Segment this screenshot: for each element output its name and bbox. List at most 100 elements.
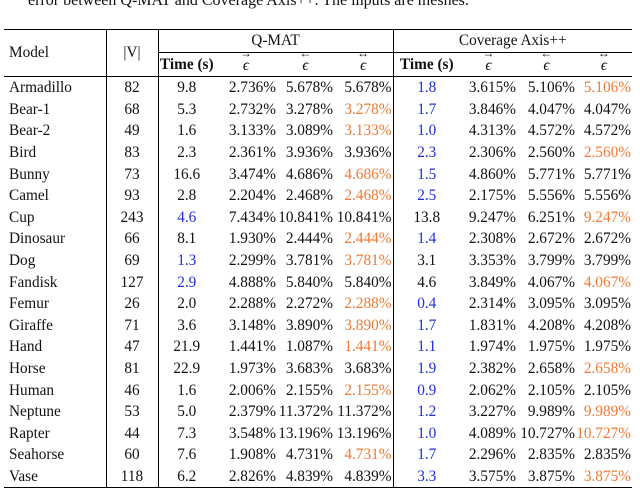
cell-model: Bear-1 [4,98,107,121]
cell-qmat-eps-both: 2.468% [334,185,394,207]
cell-cov-eps-bwd: 5.771% [527,165,575,183]
cell-vertex-count: 243 [106,206,159,229]
cell-qmat-eps-both: 2.155% [334,379,394,402]
cell-vertex-count: 68 [106,98,159,121]
cell-cov-eps-both: 4.047% [583,100,631,118]
cell-cov-eps-fwd: 3.846% [468,100,516,118]
cell-cov-time: 2.5 [417,187,437,205]
cell-qmat-eps-fwd: 2.736% [215,76,277,99]
cell-qmat-eps-fwd: 1.973% [228,359,276,377]
cell-qmat-eps-both: 3.936% [334,141,394,164]
table-row: Dog 69 1.3 2.299% 3.781% 3.781% 3.1 3.353% 3.799… [4,249,632,272]
cell-cov-time: 1.4 [417,230,437,248]
cell-cov-time: 1.7 [417,446,437,464]
cell-qmat-eps-fwd: 2.299% [228,251,276,269]
cell-vertex-count: 81 [106,357,159,380]
cell-qmat-eps-bwd: 3.936% [285,143,333,161]
cell-qmat-eps-bwd: 10.841% [278,208,333,226]
cell-qmat-eps-bwd: 3.278% [285,100,333,118]
cell-cov-time: 13.8 [413,208,441,226]
cell-cov-eps-fwd: 3.353% [468,251,516,269]
cell-cov-time: 1.5 [417,165,437,183]
header-qmat-eps-both: ↔ ϵ [334,52,394,77]
cell-vertex-count: 73 [106,163,159,186]
header-cov-eps-both: ↔ ϵ [597,52,610,74]
cell-model: Bird [4,141,107,164]
cell-qmat-eps-both: 3.781% [334,249,394,272]
header-group-qmat: Q-MAT [158,29,394,53]
cell-qmat-eps-bwd: 4.686% [285,165,333,183]
cell-cov-eps-fwd: 3.615% [460,76,517,99]
cell-qmat-eps-both: 4.686% [334,163,394,186]
table-row: Fandisk 127 2.9 4.888% 5.840% 5.840% 4.6 3.849%… [4,271,632,294]
cell-vertex-count: 26 [106,293,159,315]
cell-cov-eps-bwd: 2.835% [527,446,575,464]
cell-cov-time: 1.0 [417,424,437,442]
header-vertex-count: |V| [106,28,159,77]
cell-qmat-eps-fwd: 2.006% [228,381,276,399]
cell-cov-eps-fwd: 9.247% [468,208,516,226]
cell-cov-eps-fwd: 1.974% [468,338,516,356]
cell-qmat-eps-bwd: 4.731% [285,446,333,464]
cell-qmat-eps-fwd: 2.361% [228,143,276,161]
table-row: Hand 47 21.9 1.441% 1.087% 1.441% 1.1 1.974% 1.9… [4,336,632,358]
cell-qmat-time: 5.3 [177,100,197,118]
table-row: Bear-1 68 5.3 2.732% 3.278% 3.278% 1.7 3.846% 4.… [4,98,632,121]
table-row: Camel 93 2.8 2.204% 2.468% 2.468% 2.5 2.175% 5.5… [4,185,632,207]
cell-model: Dog [4,249,107,272]
table-row: Armadillo 82 9.8 2.736% 5.678% 5.678% 1.8 3.615… [4,76,632,99]
cell-vertex-count: 71 [106,314,159,337]
cell-qmat-time: 16.6 [173,165,201,183]
cell-qmat-time: 7.6 [177,446,197,464]
header-qmat-time: Time (s) [159,55,214,73]
cell-qmat-eps-both: 13.196% [334,422,394,445]
cell-qmat-eps-fwd: 3.148% [228,316,276,334]
cell-qmat-time: 2.9 [177,273,197,291]
cell-cov-eps-fwd: 2.382% [468,359,516,377]
cell-cov-time: 3.1 [417,251,437,269]
cell-cov-eps-both: 4.572% [583,122,631,140]
cell-cov-eps-bwd: 2.105% [527,381,575,399]
cell-qmat-eps-fwd: 2.379% [228,403,276,421]
table-row: Seahorse 60 7.6 1.908% 4.731% 4.731% 1.7 2.296%… [4,444,632,466]
cell-qmat-eps-bwd: 3.683% [285,359,333,377]
cell-qmat-time: 2.3 [177,143,197,161]
header-qmat-eps-fwd: → ϵ [239,52,252,74]
cell-cov-eps-bwd: 2.658% [527,359,575,377]
cell-cov-eps-both: 4.208% [583,316,631,334]
table-body: Armadillo 82 9.8 2.736% 5.678% 5.678% 1.8 3.615… [4,76,632,489]
cell-cov-time: 1.0 [417,122,437,140]
cell-qmat-eps-fwd: 3.133% [228,122,276,140]
cell-qmat-time: 3.6 [177,316,197,334]
cell-cov-eps-bwd: 9.989% [527,403,575,421]
table-row: Neptune 53 5.0 2.379% 11.372% 11.372% 1.2 3.227… [4,401,632,423]
cell-cov-eps-fwd: 2.306% [468,143,516,161]
cell-vertex-count: 66 [106,228,159,250]
cell-qmat-eps-both: 2.288% [334,293,394,315]
cell-qmat-eps-fwd: 4.888% [228,273,276,291]
cell-cov-eps-bwd: 3.799% [527,251,575,269]
cell-cov-eps-both: 2.658% [583,359,631,377]
cell-qmat-eps-bwd: 5.840% [285,273,333,291]
cell-qmat-eps-both: 5.840% [334,271,394,294]
header-model: Model [4,28,107,77]
results-table: Model |V| Q-MAT Coverage Axis++ Time (s)… [4,28,632,489]
cell-vertex-count: 69 [106,249,159,272]
cell-qmat-eps-both: 3.683% [334,357,394,380]
cell-qmat-eps-fwd: 2.732% [228,100,276,118]
cell-cov-time: 4.6 [417,273,437,291]
cell-model: Camel [4,185,107,207]
cell-qmat-eps-fwd: 1.930% [228,230,276,248]
cell-cov-time: 3.3 [393,465,460,489]
cell-cov-eps-fwd: 2.314% [468,295,516,313]
cell-vertex-count: 60 [106,444,159,466]
cell-cov-eps-both: 3.799% [583,251,631,269]
table-row: Femur 26 2.0 2.288% 2.272% 2.288% 0.4 2.314% 3.0… [4,293,632,315]
cell-qmat-eps-bwd: 2.444% [285,230,333,248]
cell-cov-eps-both: 5.556% [583,187,631,205]
header-qmat-eps-bwd: ← ϵ [299,52,312,74]
cell-cov-eps-fwd: 4.313% [468,122,516,140]
cell-qmat-eps-fwd: 2.826% [215,465,277,489]
cell-model: Bunny [4,163,107,186]
cell-model: Bear-2 [4,120,107,142]
